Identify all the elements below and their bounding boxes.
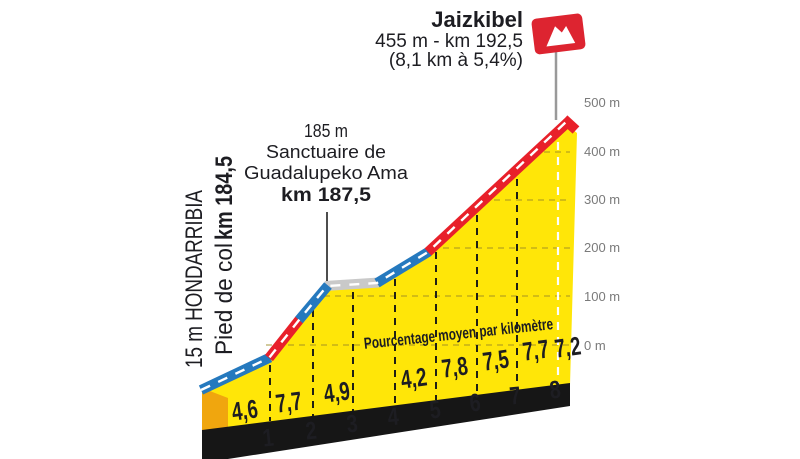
km-tick-7: 7 [508,382,522,411]
waypoint-name-line1: Sanctuaire de [266,142,386,162]
elevation-axis: 500 m 400 m 300 m 200 m 100 m 0 m [584,95,620,353]
km-tick-4: 4 [386,403,400,432]
summit-length-gradient: (8,1 km à 5,4%) [389,50,523,71]
elevation-label-500: 500 m [584,95,620,110]
ribbon-red-summit-cap [560,115,580,134]
km-tick-3: 3 [345,410,359,439]
gradient-value-km7: 7,5 [481,343,511,376]
km-tick-labels: 1 2 3 4 5 6 7 8 [261,376,562,453]
waypoint-elevation: 185 m [304,121,348,141]
start-foot-of-climb-label: Pied de col [211,243,238,355]
mountain-icon [546,25,576,47]
km-separators [269,179,518,421]
gradient-value-km6: 7,8 [440,350,470,383]
gradient-value-km1: 4,6 [230,393,260,426]
km-tick-2: 2 [304,417,318,446]
elevation-label-100: 100 m [584,289,620,304]
km-tick-1: 1 [261,424,275,453]
km-tick-5: 5 [428,396,442,425]
elevation-label-300: 300 m [584,192,620,207]
km-tick-6: 6 [468,389,482,418]
start-location-label: 15 m HONDARRIBIA [181,190,208,368]
summit-flag [531,13,586,55]
profile-start-cap [202,388,228,433]
km-tick-8: 8 [548,376,562,405]
summit-title: Jaizkibel [431,7,523,32]
summit-elevation-km: 455 m - km 192,5 [375,31,523,52]
elevation-label-400: 400 m [584,144,620,159]
elevation-label-200: 200 m [584,240,620,255]
gradient-value-km3: 4,9 [322,375,352,408]
gradient-value-km8: 7,7 [521,333,551,366]
gradient-values: 4,6 7,7 4,9 4,2 7,8 7,5 7,7 7,2 [230,330,583,426]
km-band [202,383,570,459]
elevation-gridlines [266,151,570,346]
elevation-label-0: 0 m [584,338,606,353]
gradient-value-final: 7,2 [553,330,583,363]
start-km-label: km 184,5 [211,156,238,240]
waypoint-name-line2: Guadalupeko Ama [244,163,409,183]
waypoint-km: km 187,5 [281,185,371,206]
gradient-value-km5: 4,2 [399,361,429,394]
gradient-value-km2: 7,7 [274,385,304,418]
